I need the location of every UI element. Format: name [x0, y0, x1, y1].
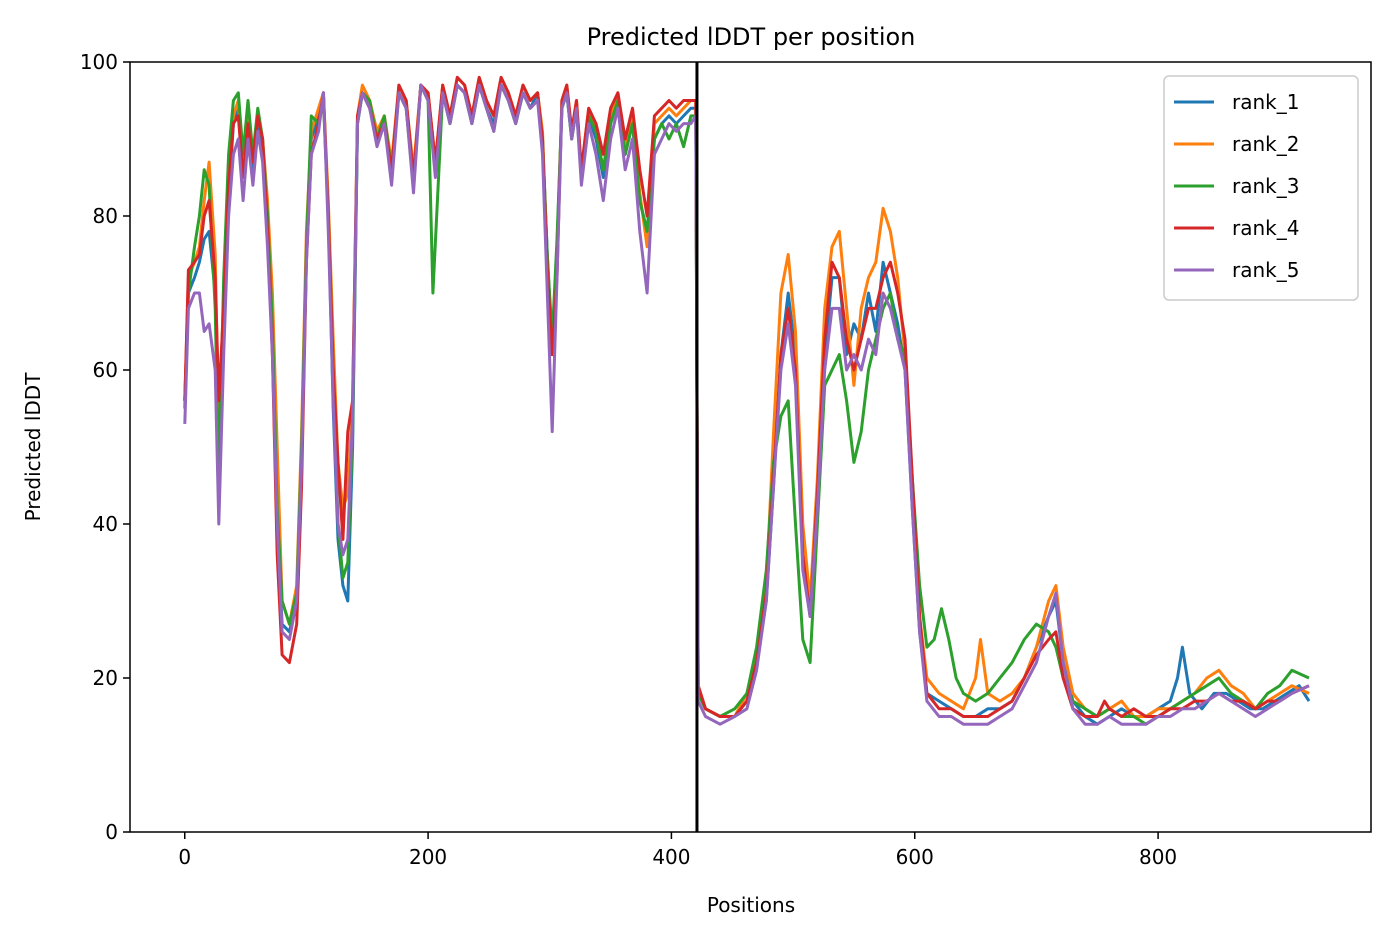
y-tick-label: 100 [80, 50, 118, 74]
legend-label-rank_5: rank_5 [1232, 258, 1299, 282]
series-layer [183, 75, 1311, 726]
legend-label-rank_3: rank_3 [1232, 174, 1299, 198]
plot-frame [129, 61, 1372, 833]
legend-box [1163, 75, 1359, 301]
y-tick-label: 80 [93, 204, 118, 228]
series-line-rank_5 [183, 83, 1310, 726]
x-tick-label: 600 [896, 845, 934, 869]
y-tick-label: 0 [105, 820, 118, 844]
legend-label-rank_4: rank_4 [1232, 216, 1299, 240]
x-tick-label: 400 [652, 845, 690, 869]
legend-label-rank_1: rank_1 [1232, 90, 1299, 114]
x-axis-label: Positions [707, 893, 795, 917]
x-axis-ticks: 0 200 400 600 800 [178, 832, 1177, 869]
x-tick-label: 0 [178, 845, 191, 869]
y-axis-label: Predicted lDDT [21, 372, 45, 522]
legend-label-rank_2: rank_2 [1232, 132, 1299, 156]
y-tick-label: 20 [93, 666, 118, 690]
y-tick-label: 60 [93, 358, 118, 382]
y-axis-ticks: 0 20 40 60 80 100 [80, 50, 130, 844]
legend: rank_1 rank_2 rank_3 rank_4 rank_5 [1163, 75, 1359, 301]
x-tick-label: 800 [1139, 845, 1177, 869]
x-tick-label: 200 [409, 845, 447, 869]
y-tick-label: 40 [93, 512, 118, 536]
chart-title: Predicted lDDT per position [587, 23, 916, 51]
